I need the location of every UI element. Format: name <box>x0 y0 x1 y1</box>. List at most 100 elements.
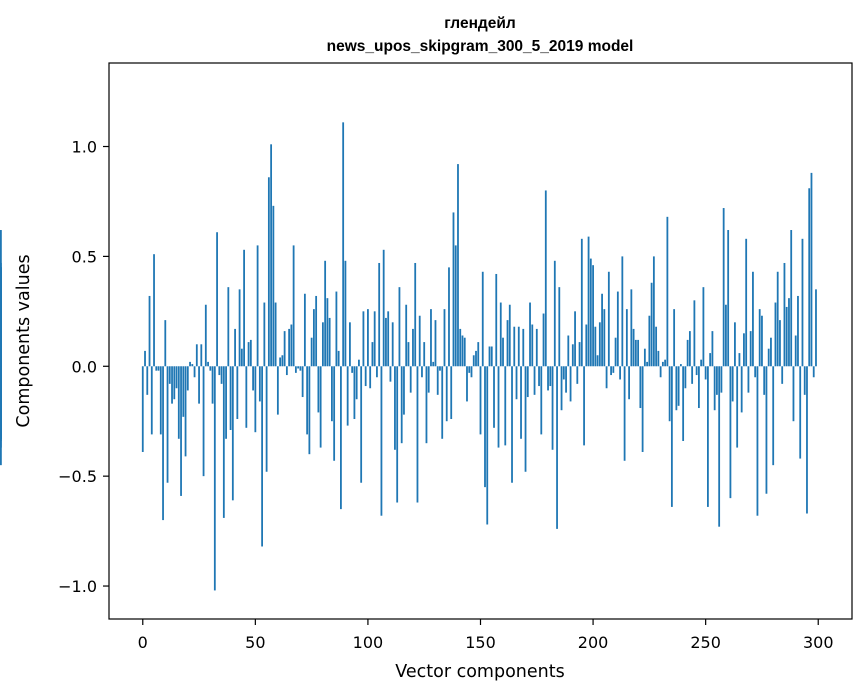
bar <box>220 366 223 384</box>
bar <box>231 366 234 501</box>
bar <box>297 366 300 369</box>
bar <box>677 366 680 406</box>
bar <box>504 366 507 446</box>
bar <box>792 366 795 422</box>
bar <box>324 260 327 367</box>
x-axis-label: Vector components <box>395 662 564 682</box>
bars-group <box>0 122 817 591</box>
bar <box>716 366 718 395</box>
bar <box>238 289 241 367</box>
bar <box>576 366 579 384</box>
bar <box>495 273 498 367</box>
bar <box>186 366 189 391</box>
bar <box>727 230 730 367</box>
bar <box>337 350 340 367</box>
bar <box>461 335 464 367</box>
bar <box>452 212 455 367</box>
bar <box>367 309 369 367</box>
bar <box>756 366 759 516</box>
bar <box>754 366 757 378</box>
bar <box>758 309 761 367</box>
bar <box>524 366 527 472</box>
bar <box>425 366 428 444</box>
bar <box>594 326 597 367</box>
bar <box>182 366 185 417</box>
bar <box>200 344 203 367</box>
bar <box>648 315 651 367</box>
bar <box>632 328 635 367</box>
bar <box>207 361 209 367</box>
x-axis-ticks: 0 50 100 150 200 250 300 <box>138 619 834 652</box>
bar <box>587 236 590 367</box>
bar <box>254 366 257 433</box>
bar <box>601 293 603 367</box>
bar <box>551 366 554 450</box>
bar <box>310 337 313 367</box>
bar <box>173 366 176 400</box>
bar <box>218 366 221 376</box>
bar <box>646 361 649 367</box>
bar <box>441 366 444 439</box>
bar <box>770 337 772 367</box>
bar <box>583 366 585 446</box>
bar <box>493 366 495 428</box>
y-tick-label: −1.0 <box>58 577 97 596</box>
bar <box>285 366 288 376</box>
bar <box>614 337 617 367</box>
bar <box>213 366 216 591</box>
bar <box>761 315 763 367</box>
bar <box>531 324 534 367</box>
bar <box>682 366 685 441</box>
bar <box>380 366 383 516</box>
bar <box>369 366 372 389</box>
bar <box>416 366 419 503</box>
bar <box>801 238 804 367</box>
bar <box>175 366 178 389</box>
bar <box>247 342 250 367</box>
bar <box>423 342 426 367</box>
bar <box>240 348 243 367</box>
bar <box>180 366 182 496</box>
bar <box>315 295 318 367</box>
bar <box>529 302 531 367</box>
bar <box>193 366 196 378</box>
bar <box>693 300 696 367</box>
bar <box>209 366 212 371</box>
bar <box>177 366 180 439</box>
bar <box>616 291 619 367</box>
bar <box>202 366 205 477</box>
bar <box>450 366 453 420</box>
bar <box>261 366 263 547</box>
x-tick-label: 200 <box>578 633 609 652</box>
plot-frame <box>108 62 853 620</box>
bar <box>0 366 2 439</box>
bar <box>700 359 703 367</box>
bar <box>567 335 570 367</box>
bar <box>684 366 687 389</box>
bar <box>713 366 716 411</box>
bar <box>290 324 293 367</box>
x-tick-label: 0 <box>138 633 148 652</box>
bar <box>641 366 644 452</box>
bar <box>299 366 302 371</box>
bar <box>659 366 662 378</box>
bar <box>405 304 408 367</box>
bar <box>0 230 2 367</box>
bar <box>463 337 466 367</box>
bar <box>745 238 748 367</box>
bar <box>511 366 513 483</box>
bar <box>592 265 594 367</box>
bar <box>788 298 790 367</box>
bar <box>166 366 169 483</box>
bar <box>227 287 230 367</box>
bar <box>544 190 547 367</box>
bar <box>409 366 412 393</box>
bar <box>274 302 277 367</box>
bar <box>243 249 245 367</box>
bar <box>349 322 351 367</box>
bar <box>772 366 775 466</box>
bar <box>331 366 333 422</box>
bar <box>547 366 549 391</box>
bar <box>398 287 401 367</box>
bar <box>538 366 540 387</box>
